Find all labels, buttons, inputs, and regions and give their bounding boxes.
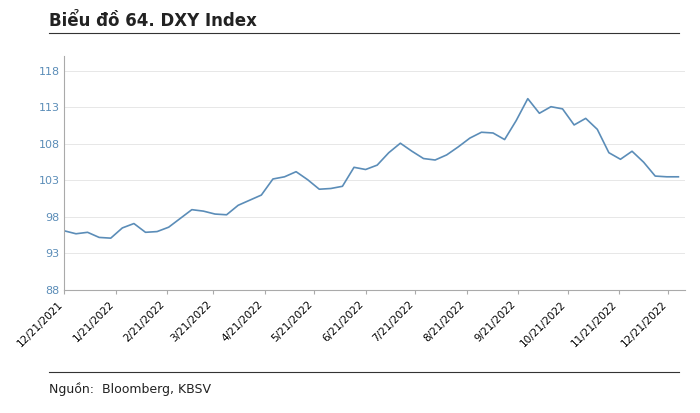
- Text: Biểu đồ 64. DXY Index: Biểu đồ 64. DXY Index: [49, 12, 257, 31]
- Text: Nguồn:  Bloomberg, KBSV: Nguồn: Bloomberg, KBSV: [49, 382, 211, 396]
